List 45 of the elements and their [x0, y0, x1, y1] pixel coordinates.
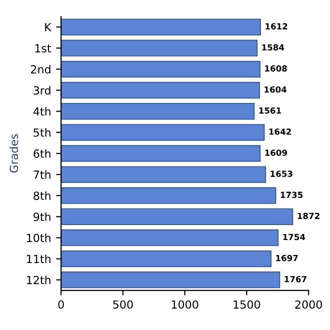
y-tick-label: 5th [34, 128, 50, 137]
bar [61, 272, 280, 288]
bar [61, 145, 261, 162]
data-label: 1767 [284, 276, 306, 282]
x-tick-label: 2000 [295, 300, 322, 309]
bar [61, 187, 276, 204]
data-label: 1604 [264, 86, 287, 93]
data-label: 1754 [283, 234, 306, 240]
y-tick-label: 1st [35, 44, 52, 52]
data-label: 1735 [280, 192, 303, 198]
data-label: 1653 [270, 170, 292, 177]
y-tick-label: 8th [34, 191, 50, 200]
bar [61, 18, 261, 36]
data-label: 1612 [266, 23, 288, 30]
bar [61, 229, 279, 246]
y-tick-label: 11th [27, 254, 50, 264]
data-label: 1608 [265, 65, 287, 72]
bar [61, 40, 258, 56]
y-tick-label: 10th [27, 234, 50, 242]
bar [61, 208, 294, 225]
y-tick-label: K [45, 23, 52, 32]
bar [61, 60, 260, 78]
y-tick-label: 6th [34, 149, 50, 158]
data-label: 1872 [298, 212, 320, 220]
bar [61, 102, 255, 120]
y-tick-label: 4th [33, 107, 50, 116]
y-tick-label: 3rd [34, 86, 50, 95]
y-axis-title: Grades [9, 134, 18, 173]
y-tick-label: 9th [34, 212, 50, 222]
data-label: 1642 [269, 128, 291, 135]
y-tick-label: 7th [34, 170, 50, 179]
data-label: 1584 [262, 44, 284, 51]
y-tick-label: 2nd [30, 64, 50, 74]
x-tick-label: 0 [58, 300, 64, 309]
bar [61, 250, 272, 268]
x-tick-label: 1500 [234, 300, 260, 309]
data-label: 1697 [276, 254, 298, 262]
bar [61, 82, 260, 99]
y-tick-label: 12th [27, 276, 50, 284]
data-label: 1609 [265, 150, 287, 156]
x-tick-label: 500 [113, 300, 133, 309]
bar [61, 124, 265, 141]
bar [61, 166, 266, 183]
data-label: 1561 [259, 107, 282, 114]
x-tick-label: 1000 [172, 300, 198, 309]
